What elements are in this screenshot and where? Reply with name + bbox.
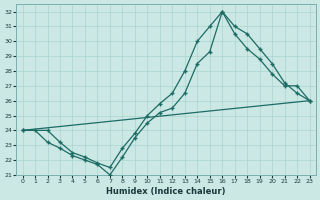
X-axis label: Humidex (Indice chaleur): Humidex (Indice chaleur) (106, 187, 226, 196)
